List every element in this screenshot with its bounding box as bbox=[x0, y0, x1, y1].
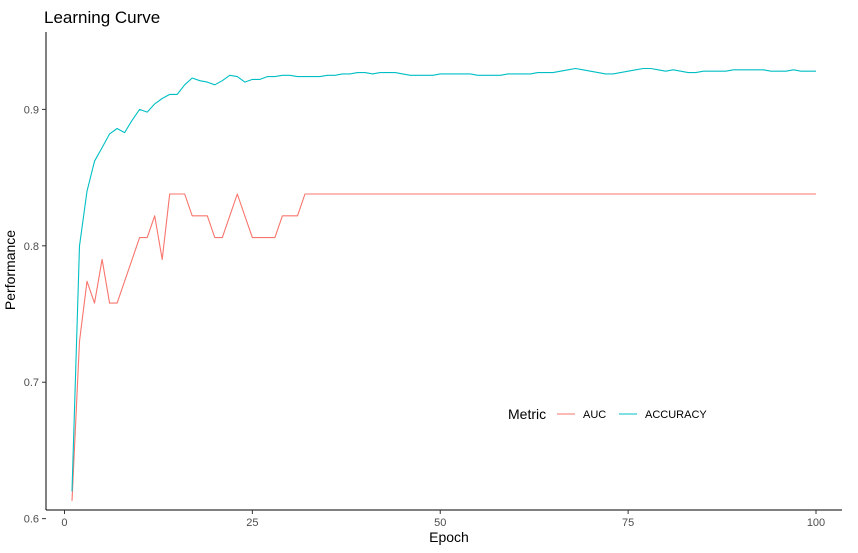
x-axis-ticks: 0 25 50 75 100 bbox=[61, 510, 825, 529]
legend-label-auc: AUC bbox=[583, 409, 606, 421]
x-tick-label: 75 bbox=[622, 517, 634, 529]
y-tick-label: 0.7 bbox=[24, 377, 39, 389]
x-tick-label: 100 bbox=[807, 517, 825, 529]
chart-title: Learning Curve bbox=[44, 8, 160, 27]
series-line-auc bbox=[71, 193, 816, 501]
series-line-accuracy bbox=[71, 67, 816, 492]
plot-area bbox=[71, 67, 816, 501]
y-tick-label: 0.9 bbox=[24, 104, 39, 116]
x-tick-label: 50 bbox=[434, 517, 446, 529]
y-axis-title: Performance bbox=[2, 230, 18, 310]
legend-title: Metric bbox=[508, 406, 546, 422]
x-tick-label: 0 bbox=[61, 517, 67, 529]
y-tick-label: 0.8 bbox=[24, 241, 39, 253]
legend-label-accuracy: ACCURACY bbox=[645, 409, 707, 421]
x-tick-label: 25 bbox=[246, 517, 258, 529]
y-axis-ticks: 0.6 0.7 0.8 0.9 bbox=[24, 104, 46, 526]
y-tick-label: 0.6 bbox=[24, 514, 39, 526]
legend: Metric AUC ACCURACY bbox=[508, 406, 707, 422]
x-axis-title: Epoch bbox=[429, 529, 469, 545]
